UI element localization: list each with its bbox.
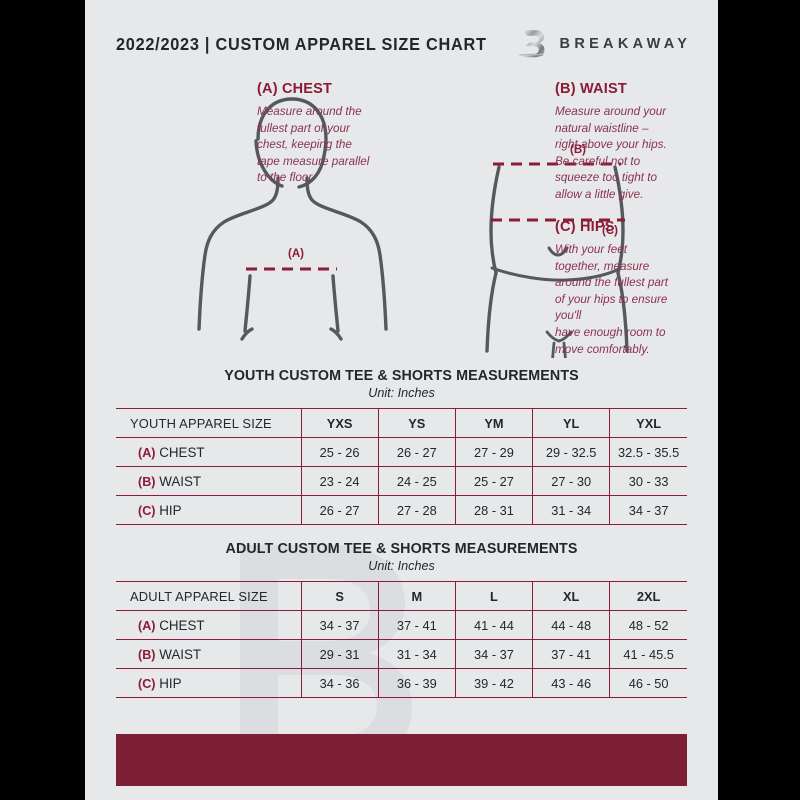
adult-column-header-4: XL [532,581,610,611]
table-row: (B) WAIST 29 - 31 31 - 34 34 - 37 37 - 41 41 … [116,639,687,669]
body-figures [197,97,629,358]
youth-section: YOUTH CUSTOM TEE & SHORTS MEASUREMENTS U… [116,368,687,525]
adult-column-header-1: S [300,581,379,611]
table-row: (C) HIP 34 - 36 36 - 39 39 - 42 43 - 46 46 - … [116,668,687,698]
table-cell: 43 - 46 [532,668,610,698]
table-cell: 41 - 45.5 [609,639,687,669]
table-cell: 46 - 50 [609,668,687,698]
row-tag: (C) [138,676,156,691]
table-cell: 25 - 26 [300,437,379,467]
callout-hips: (C) HIPS With your feet together, measur… [555,219,707,358]
callout-waist-body: Measure around your natural waistline – … [555,105,667,202]
table-row: (B) WAIST 23 - 24 24 - 25 25 - 27 27 - 30 30 … [116,466,687,496]
table-cell: 28 - 31 [454,495,533,525]
callout-waist: (B) WAIST Measure around your natural wa… [555,81,705,204]
adult-section-title: ADULT CUSTOM TEE & SHORTS MEASUREMENTS [225,541,578,557]
youth-section-title: YOUTH CUSTOM TEE & SHORTS MEASUREMENTS [224,368,579,384]
table-cell: 41 - 44 [454,610,533,640]
table-row: (A) CHEST 25 - 26 26 - 27 27 - 29 29 - 32.5 3… [116,437,687,467]
table-cell: 30 - 33 [609,466,687,496]
callout-hips-body: With your feet together, measure around … [555,243,669,356]
measurement-illustration: (A) (B) (C) (A) CHEST Measure around the… [85,68,718,358]
adult-column-header-2: M [377,581,456,611]
page-title: 2022/2023 | CUSTOM APPAREL SIZE CHART [116,33,487,54]
table-cell: 27 - 29 [454,437,533,467]
table-cell: 31 - 34 [532,495,610,525]
size-chart-page: 2022/2023 | CUSTOM APPAREL SIZE CHART [85,0,718,800]
brand-name: BREAKAWAY [559,36,692,52]
table-cell: 32.5 - 35.5 [609,437,687,467]
youth-column-header-5: YXL [609,408,687,438]
table-cell: 39 - 42 [454,668,533,698]
table-row: (C) HIP 26 - 27 27 - 28 28 - 31 31 - 34 34 - … [116,495,687,525]
table-cell: 29 - 32.5 [532,437,610,467]
callout-chest-body: Measure around the fullest part of your … [257,105,370,185]
row-tag: (B) [138,647,156,662]
adult-section-unit: Unit: Inches [368,559,435,573]
footer-bar [116,734,687,786]
table-cell: 34 - 37 [454,639,533,669]
row-tag: (C) [138,503,156,518]
adult-row-label-waist: (B) WAIST [138,646,202,662]
adult-row-label-hip: (C) HIP [138,675,182,691]
table-cell: 34 - 37 [300,610,379,640]
table-cell: 26 - 27 [300,495,379,525]
callout-chest-title: (A) CHEST [257,81,333,97]
row-tag: (A) [138,618,156,633]
youth-table-header-row: YOUTH APPAREL SIZE YXS YS YM YL YXL [116,408,687,438]
table-cell: 29 - 31 [300,639,379,669]
breakaway-b-logo-icon [515,25,549,64]
table-cell: 23 - 24 [300,466,379,496]
table-cell: 37 - 41 [377,610,456,640]
row-tag: (B) [138,474,156,489]
youth-column-header-2: YS [377,408,456,438]
callout-waist-title: (B) WAIST [555,81,627,97]
table-cell: 26 - 27 [377,437,456,467]
youth-apparel-size-header: YOUTH APPAREL SIZE [130,415,272,431]
brand-lockup: BREAKAWAY [515,25,692,64]
adult-column-header-5: 2XL [609,581,687,611]
table-cell: 27 - 28 [377,495,456,525]
adult-section: ADULT CUSTOM TEE & SHORTS MEASUREMENTS U… [116,541,687,698]
table-cell: 34 - 37 [609,495,687,525]
adult-size-table: ADULT APPAREL SIZE S M L XL 2XL (A) CHEST 34 - … [116,581,687,698]
callout-chest: (A) CHEST Measure around the fullest par… [257,81,417,187]
youth-row-label-hip: (C) HIP [138,502,182,518]
chest-line-label: (A) [288,248,304,260]
youth-column-header-4: YL [532,408,610,438]
youth-column-header-1: YXS [300,408,379,438]
adult-table-header-row: ADULT APPAREL SIZE S M L XL 2XL [116,581,687,611]
table-cell: 37 - 41 [532,639,610,669]
youth-size-table: YOUTH APPAREL SIZE YXS YS YM YL YXL (A) CHEST 2… [116,408,687,525]
adult-row-label-chest: (A) CHEST [138,617,205,633]
table-cell: 25 - 27 [454,466,533,496]
table-cell: 48 - 52 [609,610,687,640]
table-row: (A) CHEST 34 - 37 37 - 41 41 - 44 44 - 48 48 … [116,610,687,640]
youth-row-label-chest: (A) CHEST [138,444,205,460]
table-cell: 36 - 39 [377,668,456,698]
page-header: 2022/2023 | CUSTOM APPAREL SIZE CHART [85,24,718,64]
hips-line-label: (C) [602,225,618,237]
table-cell: 44 - 48 [532,610,610,640]
adult-column-header-3: L [454,581,533,611]
youth-row-label-waist: (B) WAIST [138,473,202,489]
table-cell: 24 - 25 [377,466,456,496]
callout-hips-title: (C) HIPS [555,219,615,235]
table-cell: 27 - 30 [532,466,610,496]
adult-apparel-size-header: ADULT APPAREL SIZE [130,588,268,604]
youth-column-header-3: YM [454,408,533,438]
waist-line-label: (B) [570,144,586,156]
youth-section-unit: Unit: Inches [368,386,435,400]
row-tag: (A) [138,445,156,460]
table-cell: 34 - 36 [300,668,379,698]
table-cell: 31 - 34 [377,639,456,669]
